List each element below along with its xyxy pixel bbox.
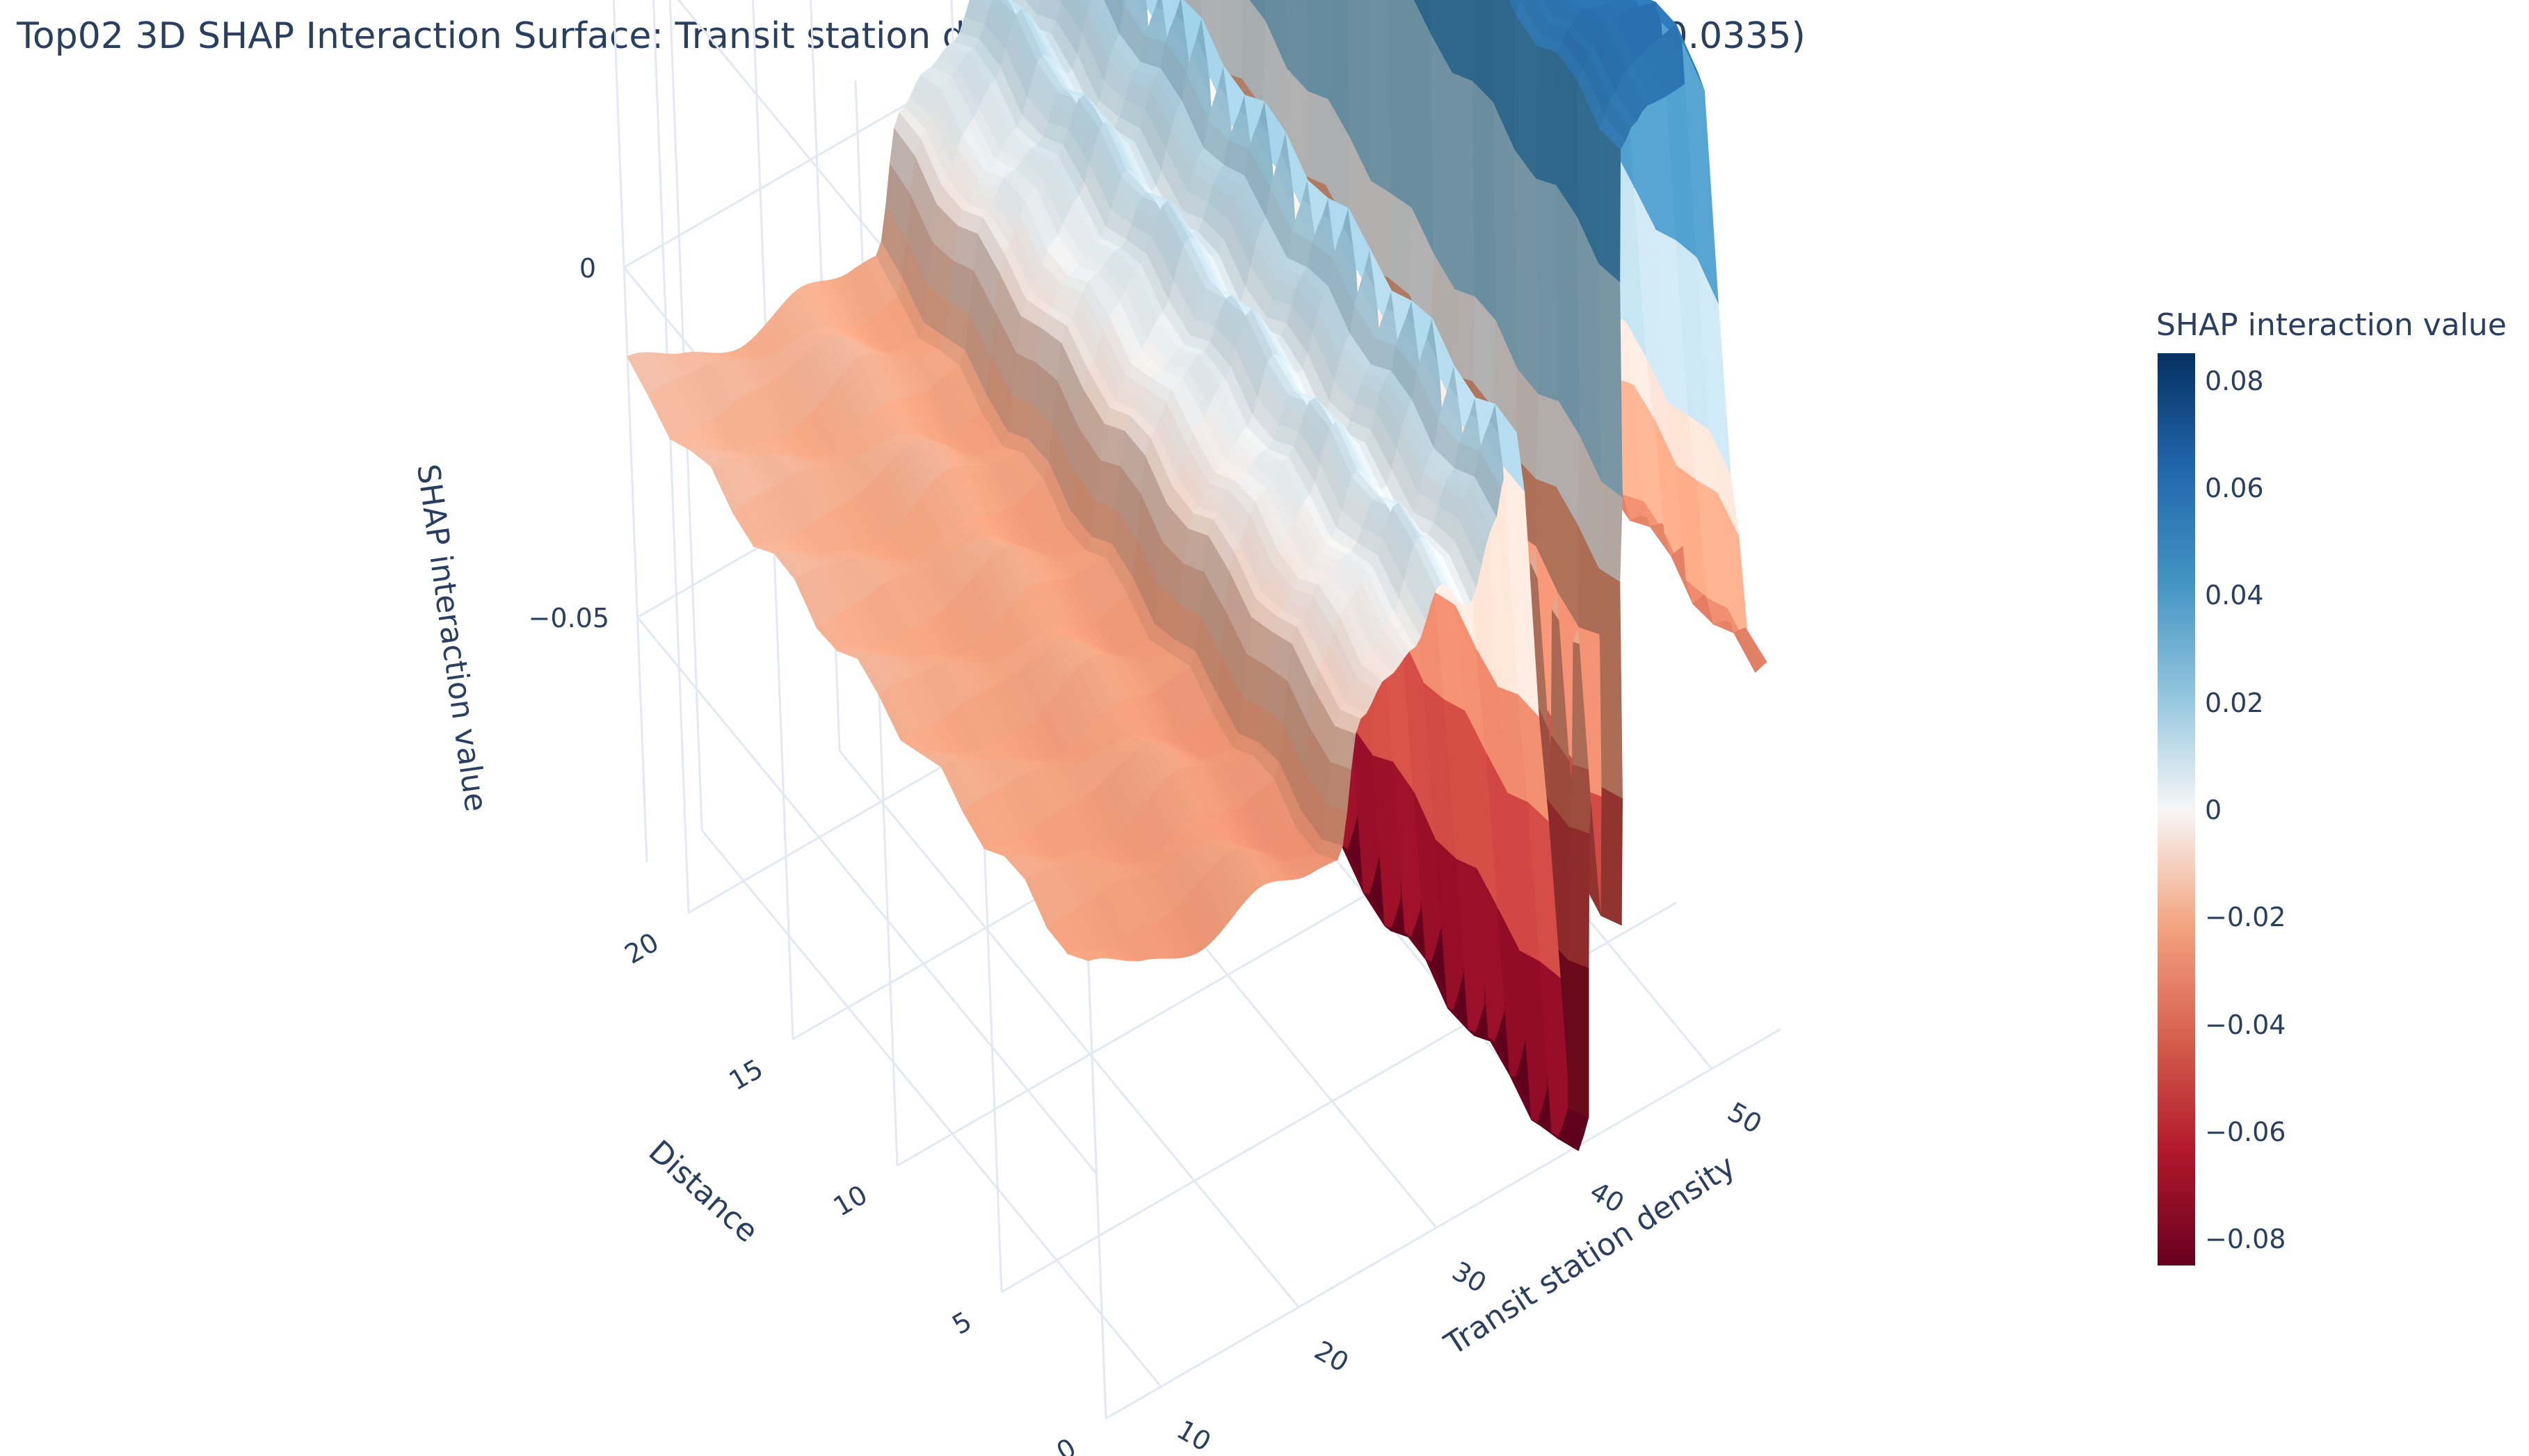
- surface-patch: [1322, 803, 1348, 846]
- colorbar-gradient: [2158, 353, 2195, 1265]
- surface-patch: [1221, 0, 1245, 79]
- surface-patch: [1264, 0, 1288, 69]
- colorbar-tick-label: 0.02: [2205, 688, 2264, 718]
- x-tick-label: 30: [1447, 1256, 1492, 1299]
- surface-patch: [1514, 148, 1539, 396]
- z-tick-label: 0: [579, 253, 596, 284]
- y-axis-title: Distance: [642, 1133, 765, 1249]
- x-wall-gridline: [668, 0, 703, 831]
- z-axis-title: SHAP interaction value: [410, 462, 494, 814]
- surface-patch: [1286, 0, 1309, 92]
- y-tick-label: 0: [1052, 1432, 1082, 1456]
- x-axis-title: Transit station density: [1438, 1148, 1742, 1362]
- x-floor-gridline: [838, 750, 1300, 1308]
- x-tick-label: 10: [1172, 1414, 1217, 1456]
- surface-patch: [1600, 786, 1623, 926]
- surface-patch: [1598, 262, 1623, 498]
- colorbar: SHAP interaction value 0.080.060.040.020…: [2156, 307, 2507, 1265]
- z-gridline: [636, 616, 1098, 1174]
- colorbar-tick-label: 0: [2205, 795, 2222, 825]
- surface-patch: [1430, 33, 1456, 291]
- x-floor-gridline: [701, 830, 1162, 1388]
- y-floor-gridline: [1105, 1028, 1781, 1420]
- surface-patch: [1452, 72, 1476, 297]
- colorbar-tick-label: −0.04: [2205, 1010, 2286, 1040]
- colorbar-tick-label: 0.08: [2205, 366, 2264, 396]
- surface-patch: [1306, 0, 1329, 99]
- surface-patch: [1388, 193, 1413, 296]
- colorbar-tick-label: −0.06: [2205, 1117, 2286, 1147]
- x-tick-label: 50: [1723, 1097, 1767, 1140]
- surface-patch: [1430, 0, 1454, 74]
- surface-patch: [1535, 177, 1559, 402]
- y-wall-gridline: [652, 0, 690, 913]
- colorbar-title: SHAP interaction value: [2156, 307, 2507, 343]
- box-edge: [612, 0, 648, 863]
- colorbar-ticks: 0.08 0.06 0.04 0.02 0 −0.02 −0.04 −0.06 −0.08: [2205, 366, 2286, 1254]
- surface-patch: [1413, 0, 1432, 34]
- y-tick-label: 15: [724, 1053, 769, 1097]
- surface-patch: [1121, 0, 1127, 7]
- surface-patch: [1326, 0, 1351, 138]
- surface-patch: [1388, 0, 1413, 209]
- colorbar-tick-label: −0.02: [2205, 902, 2286, 932]
- surface-patch: [1305, 90, 1329, 186]
- surface-patch: [1535, 45, 1558, 186]
- y-tick-label: 20: [620, 927, 664, 970]
- surface-patch: [970, 0, 994, 8]
- surface-patch: [1452, 288, 1476, 382]
- surface-patch: [1368, 0, 1392, 195]
- surface-patch: [1598, 480, 1623, 582]
- surface-patch: [1053, 0, 1063, 3]
- surface-patch: [1472, 79, 1497, 321]
- colorbar-tick-label: −0.08: [2205, 1224, 2286, 1254]
- surface-patch: [1555, 0, 1562, 6]
- surface-patch: [1326, 761, 1352, 811]
- surface-patch: [1598, 567, 1623, 799]
- y-tick-label: 10: [828, 1179, 873, 1222]
- y-tick-label: 5: [947, 1306, 977, 1341]
- colorbar-tick-label: 0.04: [2205, 580, 2264, 610]
- x-tick-label: 20: [1310, 1335, 1354, 1378]
- surface-patch: [1452, 0, 1474, 81]
- z-tick-label: −0.05: [529, 603, 609, 633]
- surface-patch: [1568, 825, 1590, 969]
- surface-patch: [1568, 959, 1589, 1118]
- surface-patch: [1598, 127, 1621, 283]
- colorbar-tick-label: 0.06: [2205, 473, 2264, 503]
- surface-patch: [1739, 627, 1767, 668]
- surface-patch: [1535, 393, 1559, 487]
- surface-patch: [1555, 183, 1581, 437]
- shap-interaction-surface[interactable]: [627, 0, 1767, 1151]
- surface-patch: [1249, 0, 1267, 22]
